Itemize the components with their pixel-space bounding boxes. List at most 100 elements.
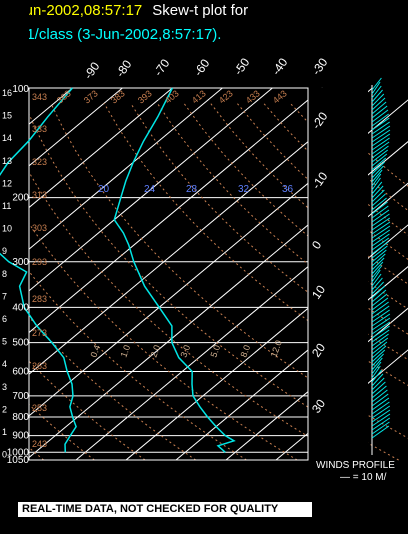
wind-barb [371,293,388,307]
dry-adiabat-line [156,102,408,335]
wind-barb [371,253,386,267]
pressure-label: 700 [12,391,29,402]
altitude-label: 9 [2,246,7,256]
mask-right [308,88,368,480]
top-adiabat-label: 433 [244,88,262,105]
wind-barb [371,313,391,327]
wind-barb [371,317,391,331]
wind-barb [371,261,384,275]
wind-barb [371,281,385,295]
wind-barb [371,353,384,367]
wind-barb [371,333,389,347]
wind-barb [371,301,389,315]
wind-barb [371,157,387,171]
wind-barb [371,421,390,435]
dry-adiabat-line [0,229,247,461]
wind-barb [371,365,381,379]
wind-barb [371,425,390,439]
wind-barb [371,85,382,99]
mask-top [29,50,310,87]
pressure-label: 900 [12,431,29,442]
pressure-label: 1000 [7,447,30,458]
theta-label: 323 [32,157,47,167]
quality-notice: REAL-TIME DATA, NOT CHECKED FOR QUALITY [18,502,312,517]
pressure-label: 100 [12,84,29,95]
wind-barb [371,325,390,339]
altitude-label: 1 [2,427,7,437]
wind-barb [371,397,390,411]
wind-barb [371,93,385,107]
wind-barb [371,101,387,115]
altitude-label: 14 [2,133,12,143]
wind-barb [371,181,383,195]
pressure-label: 300 [12,257,29,268]
wind-barb [371,189,385,203]
plot-label: Skew-t plot for [152,2,249,19]
altitude-label: 8 [2,269,7,279]
subtitle: iss1/class (3-Jun-2002,8:57:17). [8,26,222,43]
wind-barb [371,141,390,155]
dry-adiabat-line [0,328,146,461]
wind-barb [371,393,389,407]
wind-barb [371,237,390,251]
top-adiabat-label: 383 [109,88,127,105]
wind-barb [371,197,387,211]
wind-barb [371,205,389,219]
wind-barb [371,209,390,223]
wind-barb [371,109,389,123]
mixing-ratio-label: 24 [144,184,156,195]
wind-barb [371,137,390,151]
isotherm-line [0,87,123,191]
wind-barb [371,357,383,371]
wind-barb [371,337,389,351]
top-adiabat-label: 443 [271,88,289,105]
dry-adiabat-line [130,102,408,361]
wind-barb [371,113,390,127]
theta-label: 253 [32,403,47,413]
isotherm-line [25,141,408,461]
mask-left [0,0,29,534]
wind-barb [371,361,382,375]
altitude-label: 7 [2,291,7,301]
wind-barb [371,125,391,139]
wind-barb [371,217,391,231]
wind-barb [371,225,391,239]
altitude-label: 0 [2,450,7,460]
lower-mixing-label: 12.0 [268,339,283,359]
altitude-label: 3 [2,382,7,392]
altitude-label: 13 [2,156,12,166]
dewpoint-curve [0,87,77,453]
wind-barb [371,345,387,359]
dry-adiabat-line [0,107,349,461]
wind-barb [371,405,391,419]
isotherm-line [0,87,223,274]
wind-barb [371,401,390,415]
mixing-ratio-label: 32 [238,184,250,195]
isotherm-line [175,266,408,461]
wind-barb [371,257,385,271]
pressure-label: 500 [12,338,29,349]
altitude-label: 4 [2,359,7,369]
wind-barb [371,153,388,167]
lower-mixing-label: 2.0 [148,344,162,359]
altitude-label: 15 [2,111,12,121]
isotherm-line [0,87,323,358]
wind-barb [371,349,386,363]
wind-barb [371,133,391,147]
lower-mixing-label: 8.0 [238,344,252,359]
wind-barb [371,409,391,423]
theta-label: 313 [32,190,47,200]
wind-barb [371,289,387,303]
wind-barb [371,245,388,259]
wind-barb [371,241,389,255]
wind-barb [371,385,387,399]
winds-profile-label: WINDS PROFILE [316,460,395,471]
wind-barb [371,377,385,391]
wind-barb [371,213,390,227]
theta-label: 273 [32,328,47,338]
mixing-ratio-label: 20 [98,184,110,195]
wind-barb [371,269,381,283]
wind-barb [371,329,390,343]
